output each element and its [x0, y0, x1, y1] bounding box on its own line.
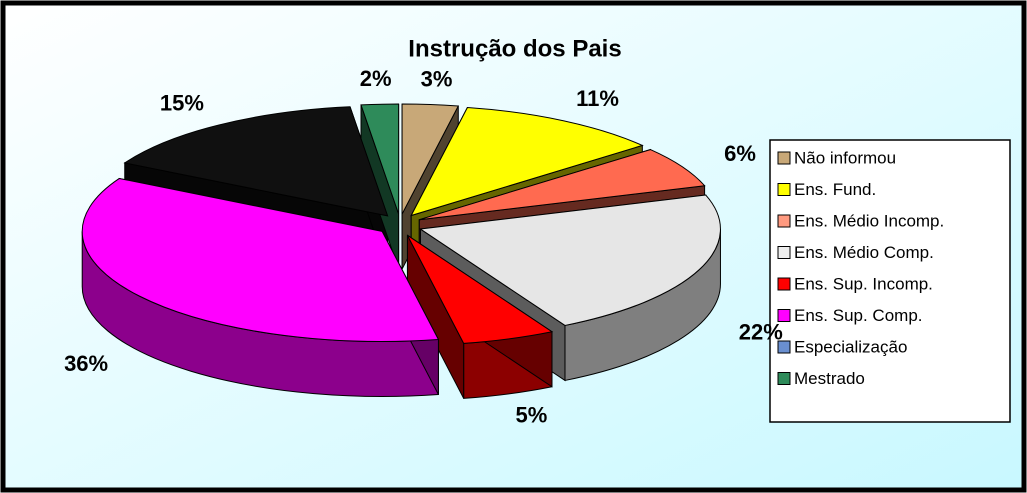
legend-swatch [777, 246, 791, 259]
legend-box [769, 139, 1011, 423]
slice [410, 106, 644, 217]
legend-swatch [777, 340, 791, 354]
slice [419, 194, 721, 326]
slice [81, 177, 440, 342]
data-label: 5% [516, 402, 548, 427]
legend-swatch [777, 372, 791, 385]
legend-swatch [777, 309, 791, 322]
data-label: 15% [160, 91, 204, 116]
data-label: 22% [739, 319, 783, 344]
legend-label: Ens. Médio Comp. [794, 243, 934, 262]
legend-label: Ens. Sup. Incomp. [794, 274, 933, 293]
slice [401, 103, 460, 215]
data-label: 36% [64, 351, 108, 376]
legend-swatch [777, 277, 791, 291]
legend-label: Ens. Fund. [794, 180, 876, 199]
legend-swatch [777, 151, 791, 165]
data-label: 2% [360, 66, 392, 91]
slice [407, 234, 554, 344]
legend-swatch [777, 214, 791, 228]
chart-title: Instrução dos Pais [408, 35, 621, 62]
legend-label: Ens. Sup. Comp. [794, 306, 923, 325]
slice [123, 106, 389, 217]
slice [419, 149, 706, 221]
legend-label: Ens. Médio Incomp. [794, 211, 944, 230]
data-label: 6% [724, 141, 756, 166]
data-label: 3% [421, 66, 453, 91]
legend-label: Não informou [794, 148, 896, 167]
slice [360, 103, 400, 215]
data-label: 11% [576, 86, 619, 111]
legend-swatch [777, 183, 791, 196]
legend-label: Mestrado [794, 369, 865, 388]
legend-label: Especialização [794, 337, 907, 356]
